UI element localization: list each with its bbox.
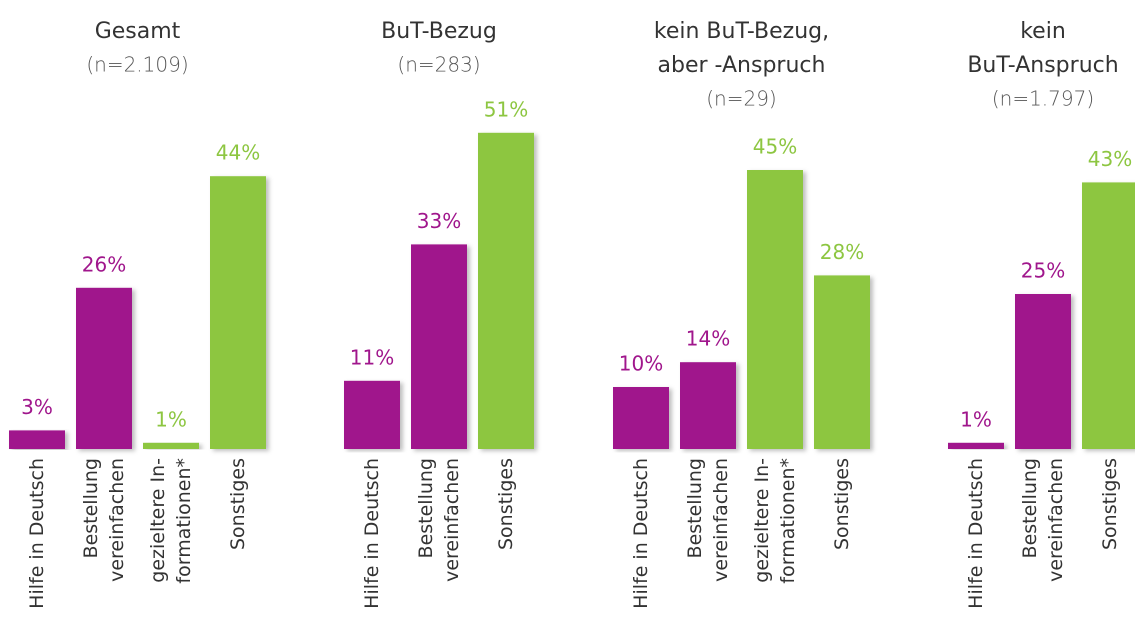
x-tick-label: Sonstiges [495, 458, 517, 550]
bar [1082, 182, 1135, 449]
value-label: 51% [484, 97, 528, 121]
x-tick-label: Bestellung vereinfachen [80, 458, 128, 582]
panel-subtitle: (n=1.797) [992, 87, 1094, 111]
x-tick-label: Hilfe in Deutsch [630, 458, 652, 609]
value-label: 1% [960, 407, 992, 431]
x-tick-label: Sonstiges [831, 458, 853, 550]
bar [210, 176, 266, 449]
panel-title: Gesamt [95, 19, 181, 44]
value-label: 14% [686, 327, 730, 351]
value-label: 11% [350, 345, 394, 369]
bar [478, 132, 534, 450]
panel-title: kein BuT-Anspruch [967, 19, 1118, 78]
x-tick-label: Sonstiges [227, 458, 249, 550]
bar [1015, 294, 1071, 449]
panel-title: kein BuT-Bezug, aber -Anspruch [654, 19, 829, 78]
bar [76, 287, 132, 449]
x-tick-label: Bestellung vereinfachen [415, 458, 463, 582]
x-tick-label: gezieltere In-formationen* [147, 458, 195, 584]
value-label: 44% [216, 141, 260, 165]
panel-subtitle: (n=29) [706, 87, 777, 111]
bar [143, 442, 199, 449]
x-tick-label: Bestellung vereinfachen [1019, 458, 1067, 582]
bar [613, 387, 669, 449]
value-label: 3% [21, 395, 53, 419]
x-tick-label: Sonstiges [1099, 458, 1121, 550]
bar [747, 170, 803, 449]
value-label: 43% [1088, 147, 1132, 171]
x-tick-label: Hilfe in Deutsch [361, 458, 383, 609]
value-label: 45% [753, 135, 797, 159]
value-label: 33% [417, 209, 461, 233]
bar [814, 275, 870, 449]
value-label: 1% [155, 407, 187, 431]
panel-subtitle: (n=2.109) [86, 53, 188, 77]
x-tick-label: Hilfe in Deutsch [26, 458, 48, 609]
bar [9, 430, 65, 449]
bar [411, 244, 467, 449]
value-label: 25% [1021, 259, 1065, 283]
bar [948, 442, 1004, 449]
x-tick-label: Bestellung vereinfachen [684, 458, 732, 582]
bar [344, 380, 400, 449]
value-label: 26% [82, 252, 126, 276]
bar [680, 362, 736, 449]
panel-title: BuT-Bezug [381, 19, 497, 44]
x-tick-label: Hilfe in Deutsch [965, 458, 987, 609]
value-label: 10% [619, 352, 663, 376]
value-label: 28% [820, 240, 864, 264]
x-tick-label: gezieltere In-formationen* [751, 458, 799, 584]
panel-subtitle: (n=283) [397, 53, 480, 77]
